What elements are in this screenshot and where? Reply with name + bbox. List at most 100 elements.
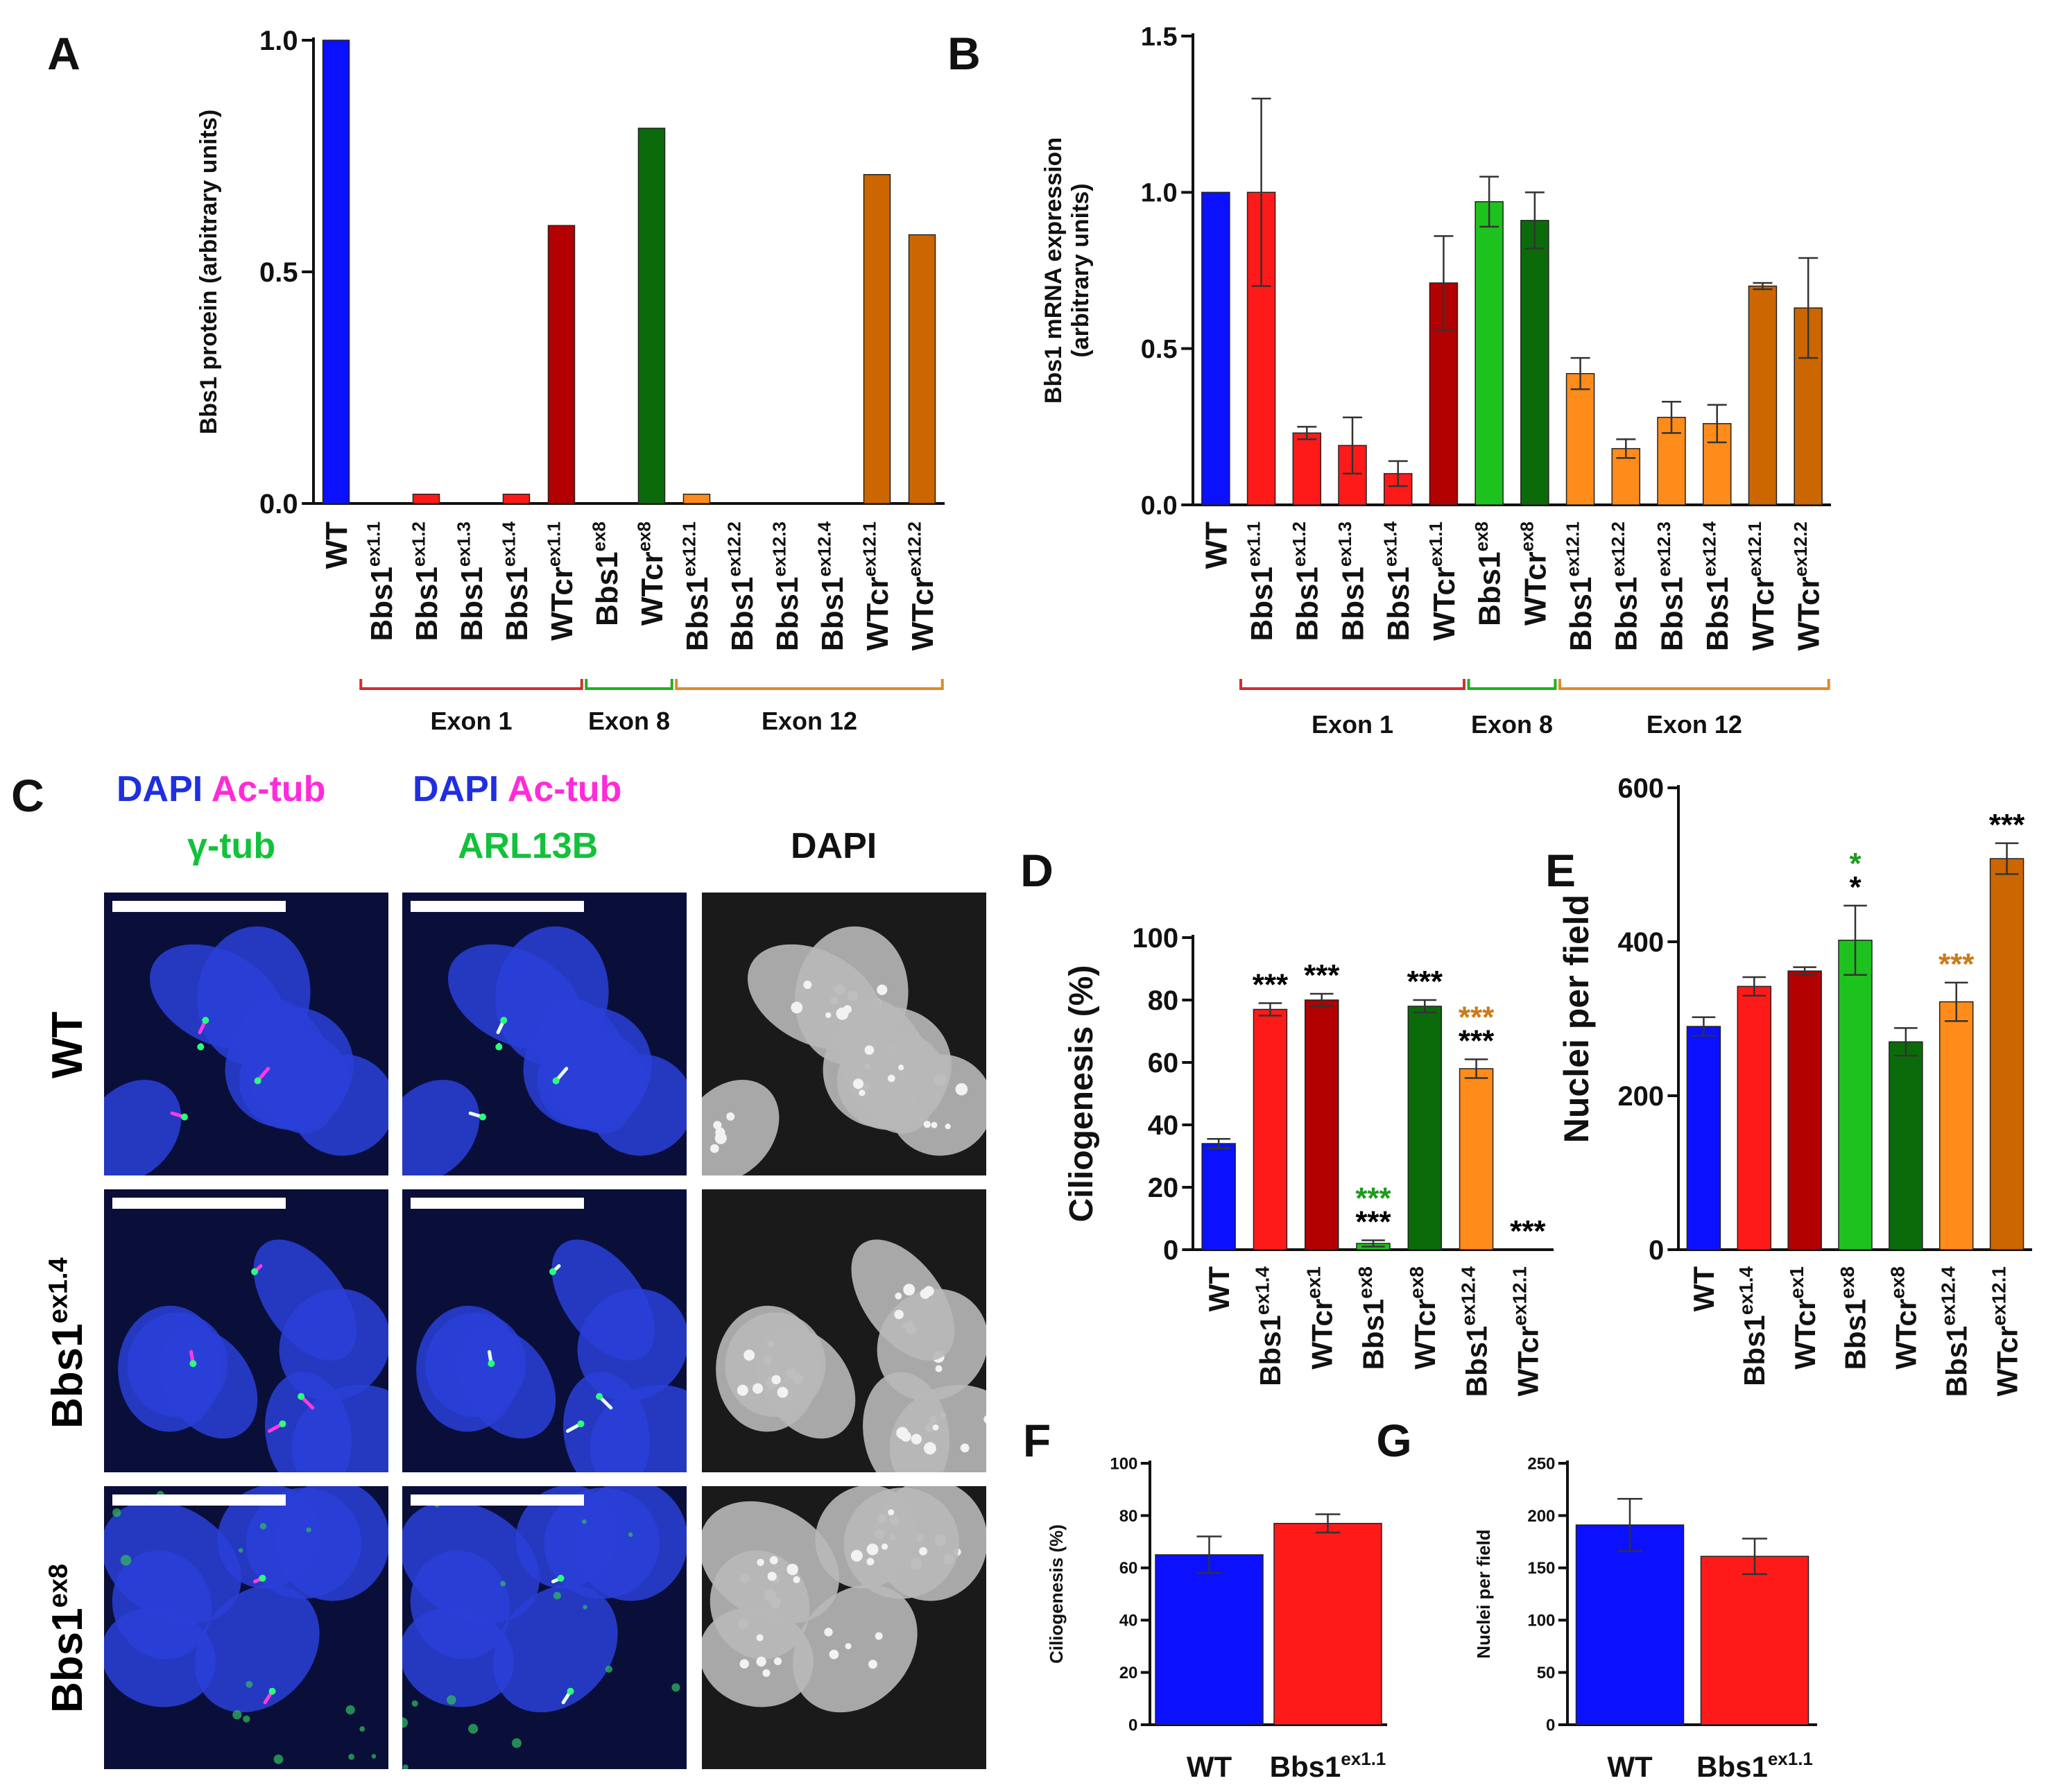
y-tick-label-D-0: 0 bbox=[1163, 1235, 1178, 1266]
chromocenter-r2-2-1 bbox=[793, 1576, 800, 1583]
x-tick-label-B-3: Bbs1ex1.3 bbox=[1334, 522, 1370, 641]
micrograph-svg-r0-c2 bbox=[702, 926, 986, 1175]
chromocenter-r0-1-2 bbox=[877, 984, 888, 995]
x-tick-label-base-B-5: WTcr bbox=[1427, 567, 1461, 641]
nucleus-r2-c1-6 bbox=[515, 1486, 619, 1589]
basal-body-r0-c1-0 bbox=[500, 1017, 508, 1024]
chart-a-protein: 0.0 0.5 1.0 Bbs1 protein (arbitrary units) W… bbox=[196, 26, 945, 735]
x-tick-label-sup-B-11: ex12.4 bbox=[1699, 521, 1720, 576]
x-tick-label-G-0: WT bbox=[1607, 1750, 1653, 1783]
y-axis-label-B-0: Bbs1 mRNA expression bbox=[1040, 137, 1067, 404]
x-tick-label-sup-D-1: ex1.4 bbox=[1251, 1266, 1273, 1315]
bar-E-0 bbox=[1686, 1026, 1721, 1250]
group-bracket-A-2 bbox=[675, 679, 944, 690]
chromocenter-r1-2-2 bbox=[960, 1443, 970, 1453]
y-tick-label-G-1: 50 bbox=[1537, 1664, 1556, 1682]
bar-B-8 bbox=[1565, 372, 1595, 506]
x-tick-label-B-12: WTcrex12.1 bbox=[1744, 522, 1780, 651]
significance-D-2-0: *** bbox=[1304, 958, 1340, 992]
x-tick-label-base-D-2: WTcr bbox=[1305, 1299, 1338, 1370]
panel-letter-E: E bbox=[1545, 845, 1576, 896]
group-bracket-B-0 bbox=[1239, 679, 1465, 690]
y-tick-label-B-3: 1.5 bbox=[1141, 22, 1178, 51]
chromocenter-r1-4-2 bbox=[923, 1442, 936, 1455]
c-row-label-wt-text: WT bbox=[44, 1011, 92, 1078]
chromocenter-r2-5-4 bbox=[868, 1660, 877, 1669]
x-tick-label-G-1: Bbs1ex1.1 bbox=[1696, 1748, 1813, 1783]
micrograph-r0-c0 bbox=[104, 893, 388, 1175]
group-label-B-1: Exon 8 bbox=[1471, 710, 1553, 739]
chromocenter-r2-6-0 bbox=[881, 1543, 888, 1550]
bar-A-13 bbox=[908, 234, 936, 504]
x-tick-label-base-B-2: Bbs1 bbox=[1291, 567, 1325, 641]
chromocenter-r2-5-0 bbox=[845, 1643, 852, 1650]
chromocenter-r2-3-1 bbox=[739, 1659, 749, 1669]
x-tick-label-base-F-0: WT bbox=[1187, 1750, 1232, 1783]
panel-letter-G: G bbox=[1376, 1415, 1411, 1466]
chromocenter-r2-2-4 bbox=[757, 1558, 764, 1567]
x-tick-label-sup-A-2: ex1.2 bbox=[408, 522, 429, 567]
chromocenter-r0-0-1 bbox=[726, 1112, 735, 1121]
chromocenter-r0-6-3 bbox=[791, 1001, 803, 1014]
nucleus-r0-c0-6 bbox=[150, 944, 284, 1050]
x-tick-label-base-D-6: WTcr bbox=[1512, 1326, 1545, 1397]
x-tick-label-base-G-0: WT bbox=[1607, 1750, 1653, 1783]
chromocenter-r0-5-2 bbox=[853, 1078, 864, 1089]
x-tick-label-base-B-11: Bbs1 bbox=[1701, 577, 1735, 652]
chromocenter-r2-3-0 bbox=[762, 1669, 771, 1677]
x-tick-label-base-B-0: WT bbox=[1199, 522, 1233, 569]
x-tick-label-base-A-0: WT bbox=[320, 522, 354, 569]
c-header2-arl13b: ARL13B bbox=[458, 826, 599, 866]
x-tick-label-sup-D-6: ex12.1 bbox=[1509, 1266, 1531, 1326]
green-puncta-1-6 bbox=[582, 1519, 587, 1524]
x-tick-label-base-B-6: Bbs1 bbox=[1473, 551, 1507, 626]
green-puncta-0-9 bbox=[238, 1548, 243, 1553]
x-tick-label-sup-D-5: ex12.4 bbox=[1457, 1266, 1479, 1326]
y-tick-label-F-3: 60 bbox=[1119, 1559, 1138, 1578]
chromocenter-r1-6-2 bbox=[895, 1292, 902, 1300]
x-tick-label-base-D-3: Bbs1 bbox=[1357, 1299, 1390, 1370]
x-tick-label-sup-A-1: ex1.1 bbox=[363, 522, 384, 567]
basal-body-r2-c1-1 bbox=[567, 1687, 574, 1695]
x-tick-label-sup-E-1: ex1.4 bbox=[1735, 1266, 1757, 1315]
bar-E-4 bbox=[1889, 1041, 1923, 1250]
x-tick-label-base-A-3: Bbs1 bbox=[455, 567, 489, 641]
bar-A-7 bbox=[637, 128, 666, 504]
micrograph-r2-c2 bbox=[702, 1486, 986, 1769]
chromocenter-r1-6-3 bbox=[903, 1284, 915, 1296]
x-tick-label-base-A-4: Bbs1 bbox=[500, 567, 534, 641]
significance-D-1-0: *** bbox=[1253, 968, 1289, 1002]
x-tick-label-sup-A-12: ex12.1 bbox=[859, 522, 879, 577]
x-tick-label-B-5: WTcrex1.1 bbox=[1425, 522, 1461, 641]
green-puncta-1-11 bbox=[583, 1605, 587, 1610]
x-tick-label-E-2: WTcrex1 bbox=[1786, 1266, 1821, 1370]
x-tick-label-sup-A-9: ex12.2 bbox=[723, 522, 744, 577]
chromocenter-r0-4-1 bbox=[931, 1121, 938, 1128]
bar-B-6 bbox=[1475, 201, 1504, 506]
chromocenter-r1-4-4 bbox=[932, 1424, 939, 1431]
basal-body-r2-c0-1 bbox=[268, 1687, 276, 1695]
chromocenter-r0-4-0 bbox=[923, 1121, 931, 1128]
y-tick-label-F-4: 80 bbox=[1119, 1507, 1138, 1526]
nucleus-r1-c1-5 bbox=[416, 1305, 520, 1432]
y-tick-label-B-1: 0.5 bbox=[1141, 335, 1178, 364]
x-tick-label-B-4: Bbs1ex1.4 bbox=[1380, 521, 1416, 641]
x-tick-label-sup-E-3: ex8 bbox=[1837, 1266, 1858, 1299]
green-puncta-1-2 bbox=[605, 1665, 613, 1673]
chromocenter-r0-5-0 bbox=[887, 1074, 895, 1083]
c-header1-dapi: DAPI bbox=[117, 769, 203, 809]
y-tick-label-F-5: 100 bbox=[1110, 1454, 1137, 1473]
bar-A-5 bbox=[547, 225, 576, 504]
green-puncta-1-3 bbox=[553, 1592, 561, 1600]
x-tick-label-base-A-1: Bbs1 bbox=[365, 567, 399, 641]
bar-A-2 bbox=[412, 493, 440, 504]
group-label-B-0: Exon 1 bbox=[1312, 710, 1393, 739]
bar-D-2 bbox=[1304, 999, 1339, 1250]
x-tick-label-A-9: Bbs1ex12.2 bbox=[723, 522, 759, 651]
x-tick-label-B-10: Bbs1ex12.3 bbox=[1653, 522, 1690, 651]
x-tick-label-A-3: Bbs1ex1.3 bbox=[453, 522, 489, 641]
micrograph-r1-c0 bbox=[104, 1189, 388, 1472]
x-tick-label-sup-B-8: ex12.1 bbox=[1562, 522, 1583, 577]
micrograph-svg-r0-c0 bbox=[104, 926, 388, 1175]
